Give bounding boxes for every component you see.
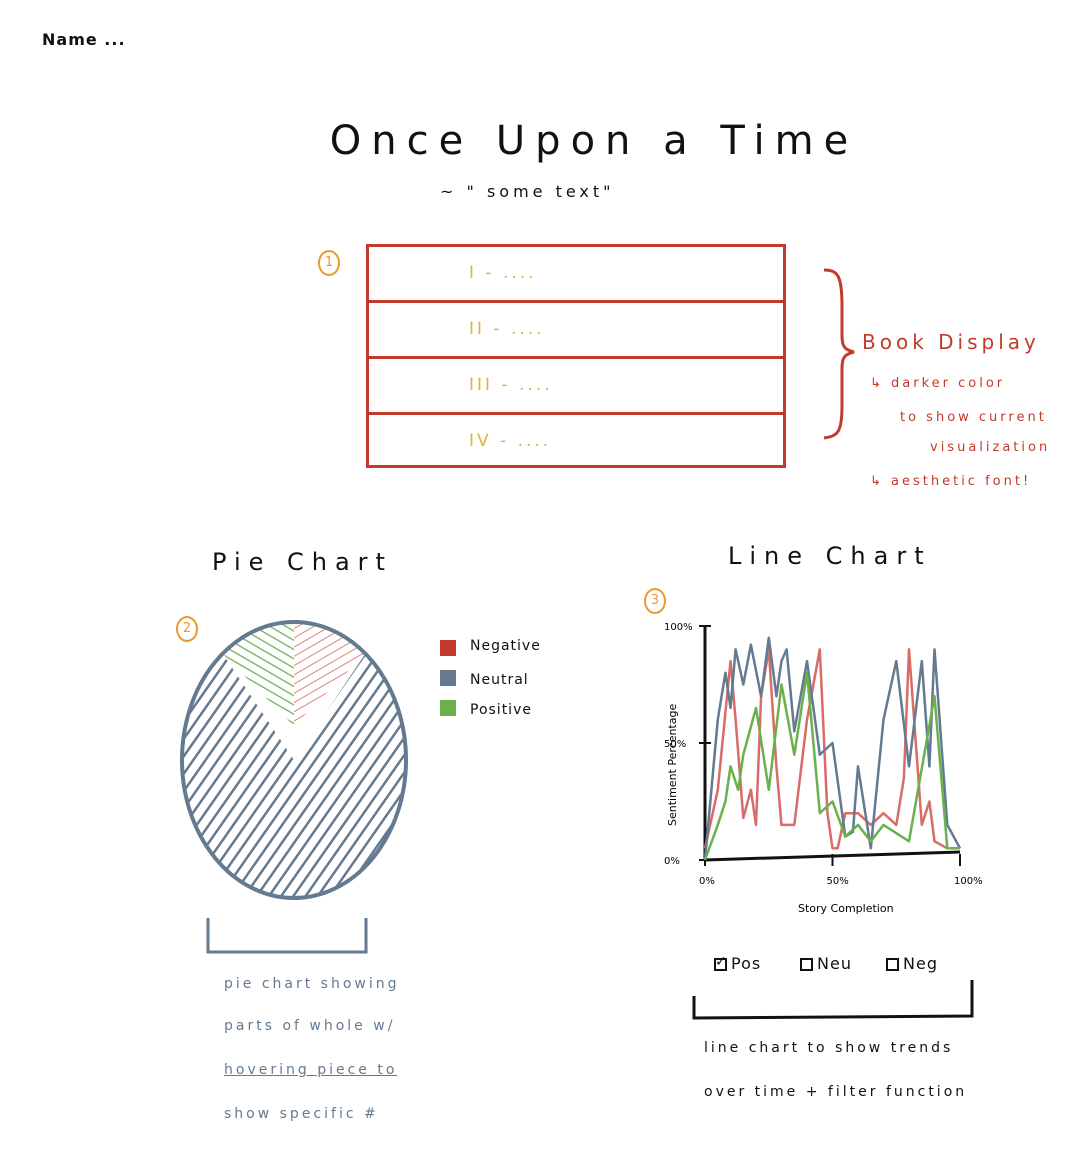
legend-neutral: Neutral bbox=[470, 672, 529, 688]
book-display-label: Book Display bbox=[862, 330, 1040, 354]
book-row[interactable]: I - .... bbox=[369, 247, 783, 303]
pie-bracket bbox=[206, 918, 368, 954]
x-axis-label: Story Completion bbox=[798, 902, 894, 915]
book-note: to show current bbox=[900, 410, 1047, 425]
book-row[interactable]: IV - .... bbox=[369, 415, 783, 471]
section-2-badge: 2 bbox=[176, 616, 198, 642]
filter-neg-label: Neg bbox=[903, 954, 938, 973]
x-tick-label: 50% bbox=[827, 876, 849, 887]
pie-slice-negative[interactable] bbox=[294, 622, 366, 726]
section-1-badge: 1 bbox=[318, 250, 340, 276]
line-bracket bbox=[692, 980, 974, 1020]
book-item: I - .... bbox=[469, 263, 537, 283]
filter-neg[interactable]: Neg bbox=[886, 954, 938, 973]
pie-slice-positive[interactable] bbox=[222, 622, 294, 726]
series-line-neutral[interactable] bbox=[703, 636, 962, 861]
book-note: ↳ darker color bbox=[870, 376, 1006, 391]
book-note: visualization bbox=[930, 440, 1051, 455]
line-chart: 0%50%100%0% 50% 100% Sentiment Percentage … bbox=[664, 622, 983, 915]
pie-slice-neutral[interactable] bbox=[182, 653, 406, 898]
y-tick-label: 100% bbox=[664, 622, 693, 633]
page-subtitle: ~ " some text" bbox=[440, 182, 615, 201]
line-note: over time + filter function bbox=[704, 1084, 968, 1100]
y-axis-label: Sentiment Percentage bbox=[666, 704, 679, 826]
y-tick-label: 50% bbox=[664, 739, 686, 750]
legend-negative: Negative bbox=[470, 638, 541, 654]
book-item: III - .... bbox=[469, 375, 553, 395]
series-line-positive[interactable] bbox=[703, 671, 960, 861]
book-display: I - .... II - .... III - .... IV - .... bbox=[366, 244, 786, 468]
filter-pos[interactable]: Pos bbox=[714, 954, 761, 973]
series-line-negative[interactable] bbox=[703, 648, 960, 850]
line-note: line chart to show trends bbox=[704, 1040, 954, 1056]
section-3-badge: 3 bbox=[644, 588, 666, 614]
book-item: II - .... bbox=[469, 319, 545, 339]
pie-note: parts of whole w/ bbox=[224, 1018, 396, 1034]
book-row[interactable]: II - .... bbox=[369, 303, 783, 359]
line-section-title: Line Chart bbox=[728, 542, 932, 570]
book-item: IV - .... bbox=[469, 431, 552, 451]
name-placeholder: Name ... bbox=[42, 30, 126, 49]
book-brace bbox=[823, 268, 855, 440]
book-row[interactable]: III - .... bbox=[369, 359, 783, 415]
filter-neu-label: Neu bbox=[817, 954, 852, 973]
checkbox-neg[interactable] bbox=[886, 958, 899, 971]
pie-section-title: Pie Chart bbox=[212, 548, 393, 576]
filter-pos-label: Pos bbox=[731, 954, 762, 973]
y-tick-label: 0% bbox=[664, 856, 680, 867]
page-title: Once Upon a Time bbox=[329, 118, 859, 164]
pie-note: pie chart showing bbox=[224, 976, 400, 992]
legend-swatch-neutral bbox=[440, 670, 456, 686]
x-tick-label: 0% bbox=[699, 876, 715, 887]
legend-swatch-negative bbox=[440, 640, 456, 656]
pie-note: hovering piece to bbox=[224, 1062, 398, 1078]
checkbox-neu[interactable] bbox=[800, 958, 813, 971]
checkbox-pos[interactable] bbox=[714, 954, 728, 971]
pie-note: show specific # bbox=[224, 1106, 379, 1122]
legend-positive: Positive bbox=[470, 702, 532, 718]
pie-chart bbox=[180, 620, 408, 900]
x-tick-label: 100% bbox=[954, 876, 983, 887]
legend-swatch-positive bbox=[440, 700, 456, 716]
book-note: ↳ aesthetic font! bbox=[870, 474, 1032, 489]
filter-neu[interactable]: Neu bbox=[800, 954, 852, 973]
